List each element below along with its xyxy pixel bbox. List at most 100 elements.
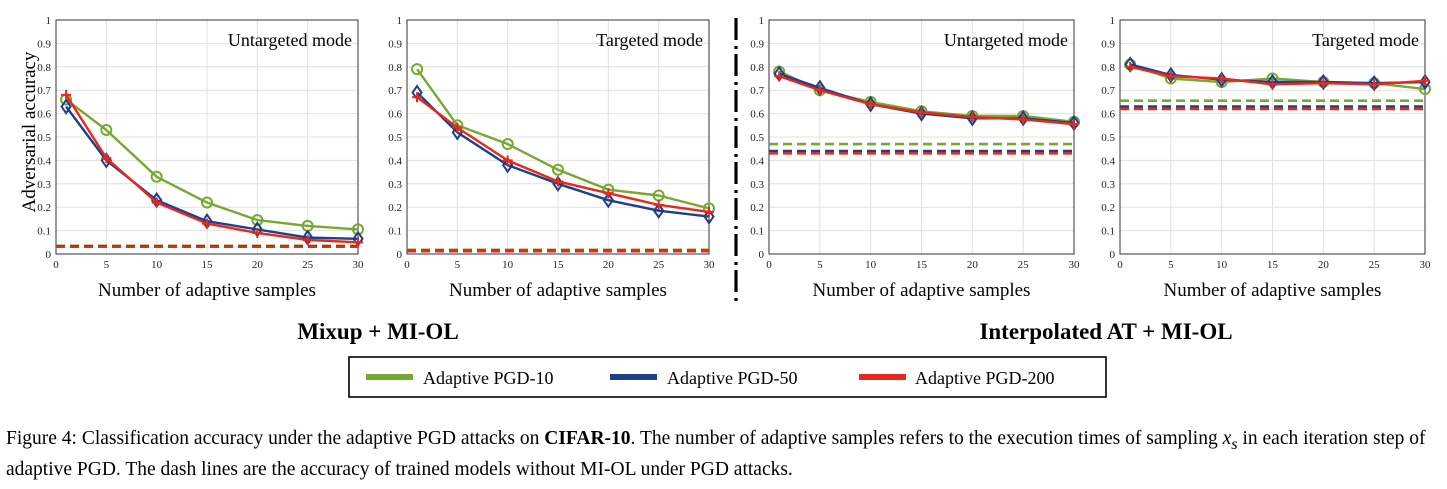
caption-prefix: Figure 4: Classification accuracy under …: [6, 428, 545, 449]
mode-label: Untargeted mode: [228, 30, 352, 50]
marker-pgd200: [1267, 79, 1278, 90]
caption-suffix: in each iteration step of adaptive PGD. …: [6, 428, 1426, 480]
plot-frame: [1119, 19, 1426, 255]
y-tick-label: 0.3: [750, 179, 764, 191]
x-tick-label: 5: [817, 259, 823, 271]
x-axis-label: Number of adaptive samples: [1164, 280, 1382, 301]
caption-middle: . The number of adaptive samples refers …: [630, 428, 1223, 449]
caption-variable: x: [1222, 428, 1232, 449]
marker-pgd200: [1069, 119, 1079, 130]
panel-4: 00.10.20.30.40.50.60.70.80.910 5 10 15 20 25 3…: [1101, 15, 1431, 301]
x-tick-label: 5: [104, 259, 110, 271]
marker-pgd50: [1165, 66, 1177, 84]
y-tick-label: 0.8: [37, 62, 51, 74]
marker-pgd200: [814, 85, 825, 96]
marker-pgd200: [1216, 73, 1227, 84]
marker-pgd10: [150, 170, 163, 183]
x-tick-label: 30: [1069, 259, 1081, 271]
y-tick-label: 0.8: [388, 62, 402, 74]
y-tick-label: 0.2: [1101, 202, 1115, 214]
x-tick-label: 20: [252, 259, 264, 271]
marker-pgd50: [1017, 110, 1029, 127]
x-tick-label: 5: [1168, 259, 1174, 271]
plot-frame: [768, 19, 1075, 255]
y-tick-label: 0.6: [37, 109, 51, 121]
mode-label: Targeted mode: [1312, 30, 1419, 50]
x-tick-label: 10: [1216, 259, 1228, 271]
group-title-mixup: Mixup + MI-OL: [297, 319, 458, 344]
marker-pgd50: [1317, 73, 1330, 91]
y-tick-label: 0.1: [37, 226, 51, 238]
marker-pgd10: [501, 138, 514, 151]
x-tick-label: 25: [1018, 259, 1030, 271]
x-tick-label: 25: [302, 259, 314, 271]
y-tick-label: 0.9: [388, 38, 402, 50]
panel-1: 00.10.20.30.40.50.60.70.80.910 5 10 15 20 25 3…: [37, 15, 364, 301]
marker-pgd50: [864, 95, 877, 113]
series-line-pgd200: [416, 96, 710, 214]
figure-caption: Figure 4: Classification accuracy under …: [6, 426, 1442, 483]
y-tick-label: 0.8: [750, 62, 764, 74]
y-tick-label: 0.4: [1101, 155, 1115, 167]
figure: 00.10.20.30.40.50.60.70.80.910 5 10 15 20 25 3…: [19, 15, 1431, 398]
marker-pgd200: [704, 206, 714, 217]
mode-label: Untargeted mode: [944, 30, 1068, 50]
x-tick-label: 25: [653, 259, 665, 271]
plot-frame: [406, 19, 710, 255]
x-tick-label: 10: [865, 259, 877, 271]
y-axis-label: Adversarial accuracy: [19, 51, 40, 212]
y-tick-label: 0.3: [388, 179, 402, 191]
marker-pgd200: [353, 237, 363, 248]
x-tick-label: 30: [1420, 259, 1432, 271]
y-tick-label: 0.3: [1101, 179, 1115, 191]
y-tick-label: 1: [1110, 15, 1116, 27]
marker-pgd50: [602, 191, 615, 209]
series-line-pgd10: [65, 98, 359, 231]
y-tick-label: 0.7: [37, 85, 51, 97]
marker-pgd200: [603, 188, 614, 199]
marker-pgd10: [251, 214, 264, 227]
x-tick-label: 20: [603, 259, 615, 271]
marker-pgd50: [703, 208, 715, 225]
marker-pgd200: [202, 218, 212, 229]
marker-pgd200: [101, 153, 112, 164]
y-tick-label: 0: [46, 249, 52, 261]
legend-label-pgd10: Adaptive PGD-10: [423, 368, 553, 388]
marker-pgd200: [774, 71, 785, 82]
marker-pgd200: [1125, 61, 1136, 72]
x-tick-label: 0: [53, 259, 59, 271]
x-tick-label: 15: [1267, 259, 1279, 271]
y-tick-label: 0.7: [388, 85, 402, 97]
marker-pgd200: [302, 234, 313, 245]
y-tick-label: 0.4: [750, 155, 764, 167]
marker-pgd50: [1368, 74, 1380, 92]
x-tick-label: 30: [704, 259, 716, 271]
plot-frame: [55, 19, 359, 255]
caption-variable-subscript: s: [1231, 434, 1238, 453]
x-tick-label: 10: [502, 259, 514, 271]
x-tick-label: 15: [916, 259, 928, 271]
x-tick-label: 20: [967, 259, 979, 271]
x-axis-label: Number of adaptive samples: [449, 280, 667, 301]
legend-label-pgd200: Adaptive PGD-200: [915, 368, 1054, 388]
y-tick-label: 0.4: [388, 155, 402, 167]
y-tick-label: 0: [397, 249, 403, 261]
marker-pgd50: [652, 202, 665, 219]
marker-pgd200: [553, 176, 563, 187]
y-tick-label: 0.1: [388, 226, 402, 238]
marker-pgd200: [967, 112, 978, 123]
marker-pgd200: [502, 155, 513, 166]
marker-pgd10: [201, 196, 213, 209]
x-tick-label: 5: [455, 259, 461, 271]
y-tick-label: 0.6: [388, 109, 402, 121]
y-tick-label: 0: [1110, 249, 1116, 261]
marker-pgd10: [352, 223, 364, 236]
y-tick-label: 0.2: [388, 202, 402, 214]
x-tick-label: 0: [404, 259, 410, 271]
y-tick-label: 0.7: [750, 85, 764, 97]
group-title-interpolated: Interpolated AT + MI-OL: [979, 319, 1232, 344]
y-tick-label: 0.1: [1101, 226, 1115, 238]
y-tick-label: 0.2: [750, 202, 764, 214]
marker-pgd200: [61, 89, 72, 100]
marker-pgd200: [1318, 78, 1329, 89]
